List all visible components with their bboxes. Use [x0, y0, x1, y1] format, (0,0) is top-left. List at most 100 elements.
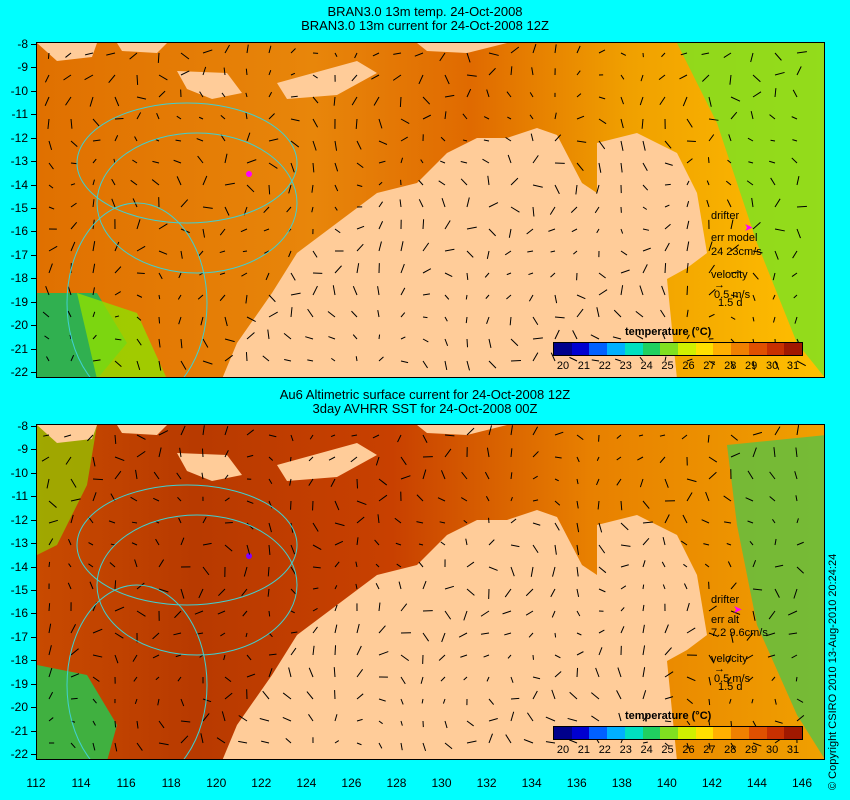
current-vector [598, 647, 603, 656]
current-vector [290, 272, 296, 281]
current-vector [290, 48, 296, 54]
current-vector [444, 248, 455, 252]
current-vector [70, 648, 79, 656]
current-vector [526, 712, 534, 722]
y-tick-mark [31, 254, 36, 256]
current-vector [480, 632, 490, 635]
y-tick-mark [31, 636, 36, 638]
colorbar-swatch [678, 343, 696, 355]
y-tick-mark [31, 301, 36, 303]
x-tick-label: 114 [71, 776, 91, 790]
current-vector [686, 118, 693, 128]
current-vector [44, 74, 50, 83]
current-vector [224, 692, 233, 700]
current-vector [575, 184, 578, 195]
y-tick-label: -12 [10, 512, 28, 527]
current-vector [176, 472, 182, 480]
top-err-label: err model [711, 232, 758, 244]
colorbar-tick-label: 20 [556, 744, 570, 756]
current-vector [378, 625, 386, 634]
current-vector [92, 698, 97, 704]
current-vector [683, 563, 688, 568]
current-vector [48, 603, 51, 612]
current-vector [46, 356, 50, 362]
y-tick-mark [31, 683, 36, 685]
current-vector [180, 425, 186, 436]
current-vector [708, 720, 711, 726]
current-vector [136, 720, 139, 729]
current-vector [308, 714, 314, 722]
current-vector [48, 206, 55, 210]
current-vector [136, 219, 141, 230]
top-drifter-icon: ➤ [744, 222, 754, 234]
current-vector [289, 478, 292, 486]
current-vector [268, 653, 277, 656]
current-vector [243, 566, 248, 577]
current-vector [598, 140, 606, 150]
current-vector [114, 338, 122, 341]
current-vector [378, 160, 386, 164]
current-vector [201, 448, 204, 458]
current-vector [507, 116, 512, 120]
current-vector [290, 566, 296, 575]
current-vector [773, 447, 776, 458]
current-vector [158, 338, 161, 348]
current-vector [65, 96, 72, 106]
current-vector [658, 74, 666, 81]
current-vector [352, 334, 358, 340]
current-vector [133, 676, 138, 682]
current-vector [752, 610, 756, 621]
current-vector [510, 496, 513, 502]
current-vector [282, 717, 292, 722]
current-vector [290, 140, 300, 148]
current-vector [664, 671, 674, 678]
current-vector [70, 673, 80, 678]
current-vector [598, 118, 607, 125]
current-vector [334, 522, 345, 527]
current-vector [769, 160, 776, 164]
current-vector [441, 632, 446, 643]
current-vector [659, 434, 666, 437]
current-vector [532, 690, 538, 700]
current-vector [680, 540, 688, 546]
current-vector [661, 285, 666, 296]
current-vector [532, 426, 539, 436]
current-vector [47, 118, 50, 129]
y-tick-label: -9 [17, 442, 28, 457]
current-vector [202, 516, 207, 524]
current-vector [730, 720, 733, 727]
current-vector [268, 544, 271, 556]
x-tick-label: 112 [26, 776, 46, 790]
current-vector [422, 268, 432, 274]
current-vector [620, 96, 624, 105]
current-vector [219, 294, 226, 302]
current-vector [173, 159, 182, 164]
bathymetry-contour [96, 514, 298, 656]
current-vector [768, 610, 776, 620]
current-vector [597, 500, 600, 510]
current-vector [41, 456, 50, 462]
current-vector [595, 667, 600, 678]
current-vector [486, 89, 490, 98]
y-tick-mark [31, 543, 36, 545]
current-vector [596, 478, 600, 486]
current-vector [549, 206, 556, 215]
current-vector [356, 225, 365, 230]
current-vector [569, 739, 578, 744]
current-vector [462, 139, 468, 142]
top-velocity-scale: 0.5 m/s [714, 289, 751, 301]
colorbar-swatch [748, 343, 767, 355]
current-vector [550, 588, 556, 598]
current-vector [306, 691, 314, 700]
current-vector [504, 250, 512, 256]
colorbar-tick-label: 23 [619, 744, 632, 756]
current-vector [750, 111, 754, 120]
x-tick-label: 132 [476, 776, 497, 790]
current-vector [532, 676, 541, 680]
current-vector [356, 162, 364, 169]
current-vector [554, 44, 557, 54]
current-vector [510, 66, 513, 76]
current-vector [462, 113, 468, 120]
current-vector [774, 250, 779, 260]
current-vector [179, 447, 182, 458]
